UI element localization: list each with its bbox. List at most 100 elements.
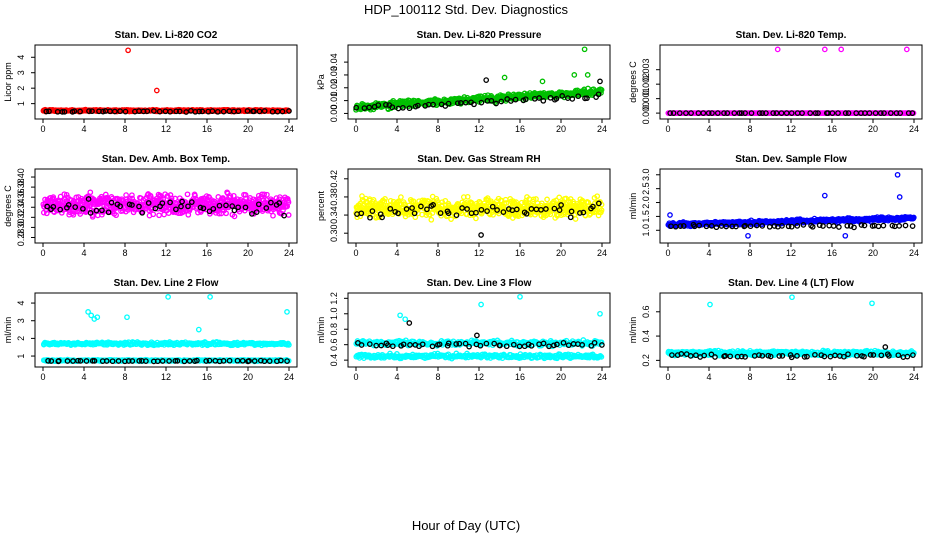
data-point bbox=[367, 214, 373, 221]
data-point bbox=[261, 191, 268, 198]
data-point bbox=[206, 208, 213, 215]
y-axis-label: Licor ppm bbox=[3, 62, 13, 102]
data-point bbox=[86, 108, 92, 114]
data-point bbox=[905, 110, 912, 116]
data-point bbox=[598, 87, 605, 93]
x-tick-label: 24 bbox=[597, 372, 607, 382]
data-point bbox=[139, 209, 146, 216]
x-tick-label: 0 bbox=[353, 124, 358, 134]
series-upper-band bbox=[353, 293, 605, 350]
x-tick-label: 8 bbox=[747, 372, 752, 382]
y-tick-label: 3 bbox=[16, 70, 26, 75]
data-point bbox=[173, 108, 180, 115]
data-point bbox=[522, 96, 529, 103]
data-point bbox=[415, 102, 421, 109]
data-point bbox=[117, 108, 123, 115]
data-point bbox=[724, 110, 731, 116]
x-tick-label: 8 bbox=[435, 372, 440, 382]
data-point bbox=[778, 110, 785, 116]
data-point bbox=[445, 100, 452, 107]
data-point bbox=[807, 110, 814, 116]
data-point bbox=[71, 108, 78, 115]
x-tick-label: 16 bbox=[515, 372, 525, 382]
x-tick-label: 4 bbox=[81, 248, 86, 258]
y-axis-label: ml/min bbox=[316, 317, 326, 344]
data-point bbox=[826, 222, 833, 229]
panel-3: Stan. Dev. Li-820 Temp.degrees C0 4 8 12 16 2… bbox=[628, 30, 923, 134]
data-point bbox=[167, 108, 173, 115]
panel-title: Stan. Dev. Li-820 CO2 bbox=[115, 30, 218, 41]
y-tick-label: 0.34 bbox=[329, 206, 339, 224]
x-tick-label: 20 bbox=[243, 124, 253, 134]
x-tick-label: 0 bbox=[665, 248, 670, 258]
data-point bbox=[861, 222, 868, 229]
data-point bbox=[512, 96, 519, 103]
data-point bbox=[478, 301, 484, 308]
y-tick-label: 0.36 bbox=[16, 188, 26, 206]
data-point bbox=[584, 95, 590, 102]
y-axis-label: kPa bbox=[316, 74, 326, 90]
data-point bbox=[179, 198, 185, 205]
data-point bbox=[100, 108, 106, 115]
x-tick-label: 12 bbox=[474, 248, 484, 258]
data-point bbox=[197, 204, 204, 211]
data-point bbox=[264, 191, 270, 198]
data-point bbox=[65, 202, 72, 208]
data-point bbox=[231, 207, 238, 214]
data-point bbox=[144, 108, 151, 115]
y-tick-label: 0.03 bbox=[329, 66, 339, 84]
plot-frame bbox=[659, 44, 923, 120]
data-point bbox=[126, 201, 133, 208]
data-point bbox=[887, 110, 894, 116]
data-point bbox=[597, 310, 603, 317]
data-point bbox=[242, 204, 249, 211]
x-tick-label: 24 bbox=[284, 124, 294, 134]
x-tick-label: 12 bbox=[786, 248, 796, 258]
data-point bbox=[89, 108, 95, 115]
data-point bbox=[493, 100, 499, 107]
data-point bbox=[714, 110, 721, 116]
x-tick-label: 20 bbox=[868, 248, 878, 258]
data-point bbox=[244, 108, 251, 114]
x-tick-label: 16 bbox=[202, 372, 212, 382]
data-point bbox=[209, 108, 216, 114]
x-tick-label: 0 bbox=[665, 372, 670, 382]
data-point bbox=[893, 110, 900, 116]
x-tick-label: 4 bbox=[81, 124, 86, 134]
data-point bbox=[159, 200, 166, 207]
data-point bbox=[483, 77, 490, 83]
data-point bbox=[263, 205, 270, 211]
x-tick-label: 0 bbox=[353, 372, 358, 382]
data-point bbox=[877, 110, 884, 116]
data-point bbox=[136, 203, 142, 210]
series-hourly bbox=[353, 77, 603, 112]
data-point bbox=[185, 203, 191, 210]
y-tick-label: 0.4 bbox=[641, 330, 651, 343]
data-point bbox=[774, 46, 781, 53]
data-point bbox=[108, 199, 115, 206]
y-tick-label: 2 bbox=[16, 336, 26, 341]
data-point bbox=[434, 198, 440, 204]
data-point bbox=[498, 98, 505, 105]
data-point bbox=[880, 222, 887, 229]
data-point bbox=[709, 110, 715, 116]
data-point bbox=[902, 222, 909, 229]
x-tick-label: 8 bbox=[435, 248, 440, 258]
data-point bbox=[167, 199, 173, 206]
y-tick-label: 0.32 bbox=[16, 209, 26, 227]
y-tick-label: 1 bbox=[16, 101, 26, 106]
panel-title: Stan. Dev. Amb. Box Temp. bbox=[102, 154, 230, 165]
data-point bbox=[59, 109, 66, 115]
panel-title: Stan. Dev. Line 4 (LT) Flow bbox=[728, 278, 854, 289]
data-point bbox=[354, 214, 361, 221]
data-point bbox=[788, 110, 795, 116]
x-tick-label: 8 bbox=[747, 124, 752, 134]
x-tick-label: 20 bbox=[243, 248, 253, 258]
y-axis-label: percent bbox=[316, 190, 326, 221]
y-tick-label: 0.30 bbox=[16, 219, 26, 237]
data-point bbox=[164, 193, 171, 199]
x-tick-label: 20 bbox=[556, 248, 566, 258]
data-point bbox=[375, 102, 382, 108]
